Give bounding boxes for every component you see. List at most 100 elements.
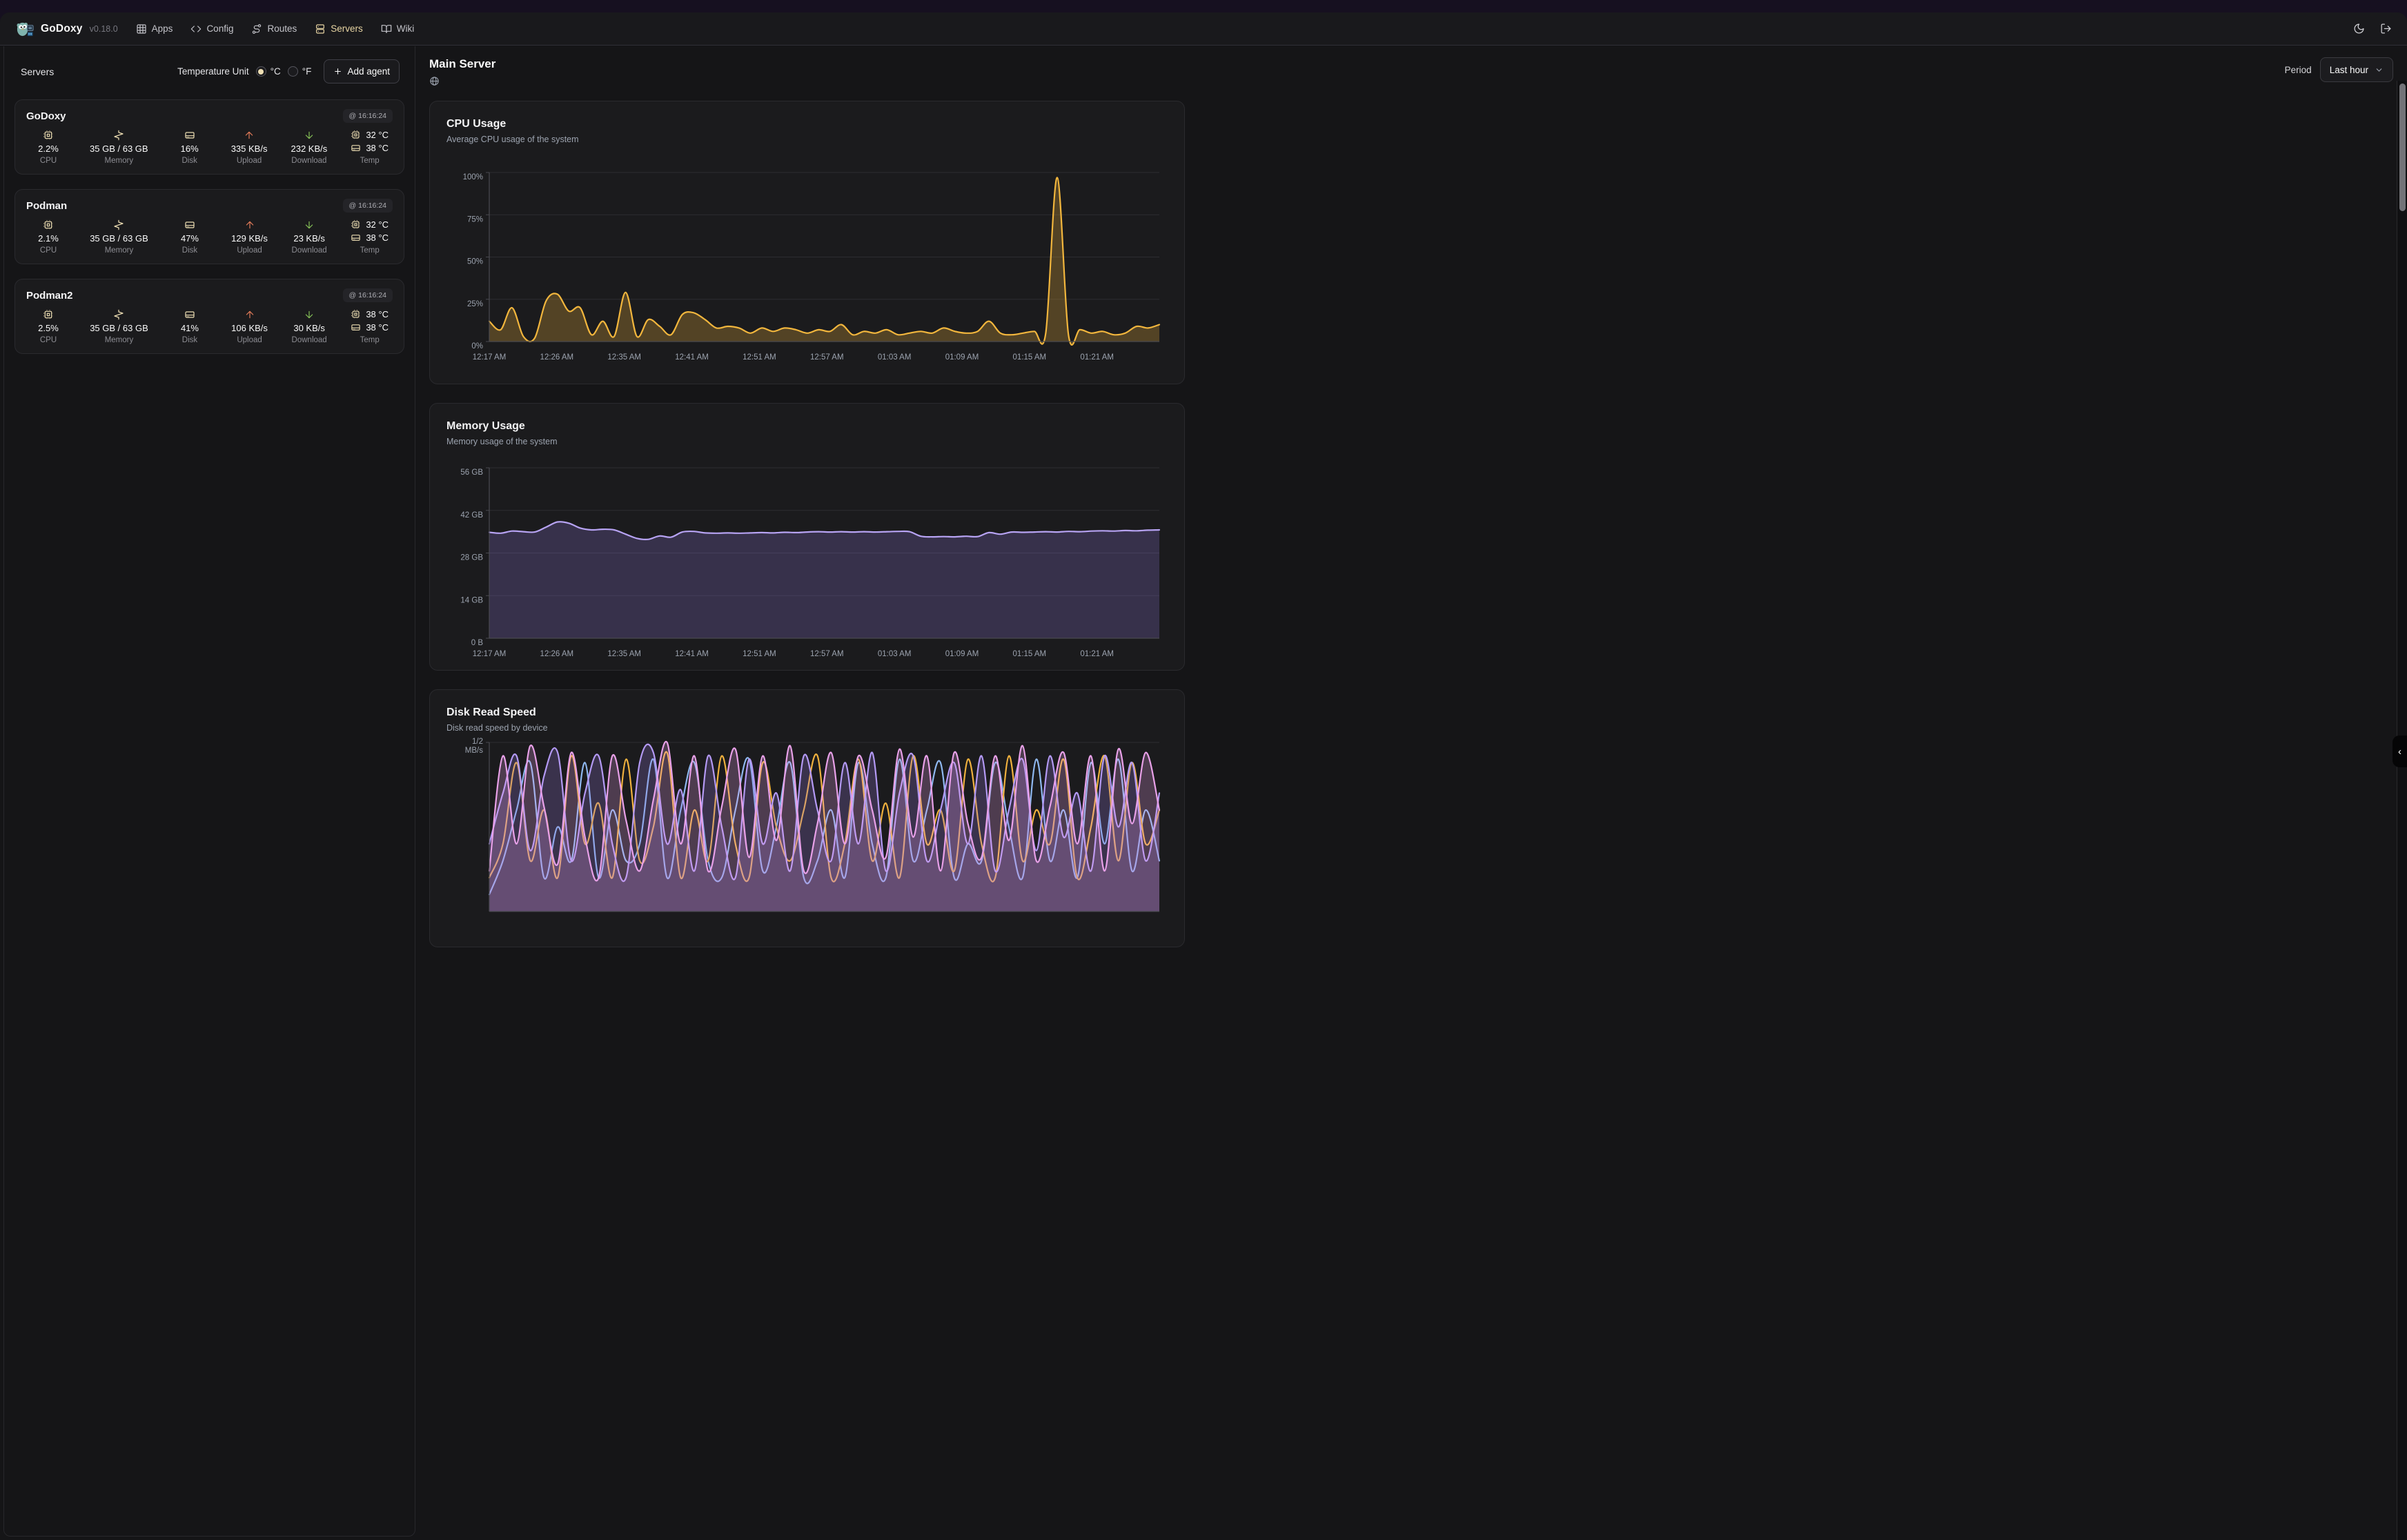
svg-text:75%: 75% [467, 215, 483, 224]
memory-label: Memory [104, 157, 134, 165]
godoxy-logo [17, 22, 34, 37]
download-stat: 232 KB/s Download [291, 130, 327, 165]
chart-title: Memory Usage [446, 420, 525, 432]
hard-drive-icon [351, 235, 361, 241]
server-icon [316, 23, 325, 34]
cpu-stat: 2.1% CPU [30, 219, 66, 255]
book-icon [381, 24, 392, 33]
svg-text:100%: 100% [463, 173, 483, 181]
disk-read-speed-card: Disk Read Speed Disk read speed by devic… [429, 689, 1185, 947]
app-window: GoDoxy v0.18.0 Apps Config Routes Server… [0, 12, 2407, 1540]
cpu-chip-icon [351, 220, 361, 229]
upload-stat: 129 KB/s Upload [231, 219, 268, 255]
cpu-temp-value: 32 °C [366, 219, 389, 230]
server-card-podman2[interactable]: Podman2 @ 16:16:24 2.5% CPU 35 GB / 63 G… [14, 279, 404, 354]
main-header: Main Server Period Last hour [429, 57, 2399, 90]
celsius-radio-option[interactable]: °C [255, 66, 281, 77]
celsius-label: °C [270, 66, 281, 77]
svg-text:01:09 AM: 01:09 AM [945, 650, 979, 658]
add-agent-button[interactable]: Add agent [324, 59, 400, 83]
upload-stat: 106 KB/s Upload [231, 309, 268, 344]
arrow-down-icon [305, 131, 313, 139]
period-value: Last hour [2329, 64, 2368, 75]
server-name: GoDoxy [26, 110, 66, 122]
nav-item-apps[interactable]: Apps [136, 23, 173, 34]
arrow-down-icon [305, 310, 313, 319]
download-label: Download [291, 246, 327, 255]
fahrenheit-radio-option[interactable]: °F [287, 66, 311, 77]
nav-item-wiki[interactable]: Wiki [381, 23, 414, 34]
dark-mode-toggle[interactable] [2353, 23, 2365, 34]
sidebar-title: Servers [21, 66, 55, 77]
sidebar-header: Servers Temperature Unit °C °F Add agent [10, 55, 409, 85]
memory-label: Memory [104, 246, 134, 255]
memory-value: 35 GB / 63 GB [90, 233, 148, 244]
temperature-unit-group: Temperature Unit °C °F [177, 66, 311, 77]
server-card-godoxy[interactable]: GoDoxy @ 16:16:24 2.2% CPU 35 GB / 63 GB… [14, 99, 404, 175]
cpu-label: CPU [39, 157, 57, 165]
upload-value: 335 KB/s [230, 144, 268, 154]
hard-drive-icon [185, 132, 195, 139]
server-name: Podman2 [26, 289, 73, 302]
chart-subtitle: Disk read speed by device [446, 723, 548, 733]
server-timestamp-badge: @ 16:16:24 [342, 109, 393, 123]
chart-subtitle: Average CPU usage of the system [446, 135, 579, 144]
server-stats: 2.2% CPU 35 GB / 63 GB Memory 16% Disk [26, 130, 393, 165]
upload-label: Upload [236, 157, 262, 165]
period-control: Period Last hour [2285, 57, 2393, 82]
cpu-stat: 2.2% CPU [30, 130, 66, 165]
upload-value: 129 KB/s [231, 233, 268, 244]
servers-sidebar: Servers Temperature Unit °C °F Add agent [3, 46, 415, 1537]
chart-subtitle: Memory usage of the system [446, 437, 558, 446]
scrollbar-thumb[interactable] [2399, 83, 2406, 211]
cpu-value: 2.5% [38, 323, 59, 333]
top-nav: GoDoxy v0.18.0 Apps Config Routes Server… [0, 12, 2407, 46]
cpu-label: CPU [39, 246, 57, 255]
cpu-chip-icon [43, 130, 53, 140]
svg-text:12:35 AM: 12:35 AM [607, 650, 641, 658]
svg-text:1/2MB/s: 1/2 MB/s [465, 738, 483, 755]
vertical-scrollbar[interactable] [2397, 81, 2407, 1540]
nav-item-config[interactable]: Config [190, 23, 233, 34]
memory-stat: 35 GB / 63 GB Memory [90, 130, 148, 165]
download-label: Download [291, 336, 327, 344]
svg-text:12:41 AM: 12:41 AM [675, 650, 709, 658]
nav-item-servers[interactable]: Servers [315, 23, 363, 34]
download-stat: 30 KB/s Download [291, 309, 327, 344]
temperature-unit-label: Temperature Unit [177, 66, 249, 77]
period-select[interactable]: Last hour [2319, 57, 2393, 82]
nav-right [2353, 23, 2392, 34]
code-icon [191, 25, 202, 32]
cpu-temp-value: 38 °C [366, 309, 389, 319]
svg-text:0 B: 0 B [471, 639, 484, 647]
activity-icon [114, 219, 124, 230]
radio-unselected-icon[interactable] [287, 66, 298, 77]
nav-item-routes[interactable]: Routes [251, 23, 297, 34]
disk-label: Disk [181, 336, 198, 344]
svg-text:12:57 AM: 12:57 AM [810, 353, 844, 362]
brand-version: v0.18.0 [89, 23, 118, 34]
temp-stat: 32 °C 38 °C Temp [351, 219, 389, 255]
upload-stat: 335 KB/s Upload [230, 130, 268, 165]
logout-icon [2381, 23, 2391, 34]
temp-stat: 32 °C 38 °C Temp [351, 130, 389, 165]
server-card-podman[interactable]: Podman @ 16:16:24 2.1% CPU 35 GB / 63 GB… [14, 189, 404, 264]
temp-label: Temp [360, 157, 380, 165]
nav-item-label: Apps [151, 23, 173, 34]
cpu-chip-icon [351, 130, 361, 139]
radio-selected-icon[interactable] [255, 66, 266, 77]
cpu-temp-value: 32 °C [366, 130, 389, 140]
memory-value: 35 GB / 63 GB [90, 323, 148, 333]
arrow-up-icon [246, 221, 253, 229]
cpu-value: 2.2% [38, 144, 59, 154]
logout-button[interactable] [2380, 23, 2392, 34]
svg-text:56 GB: 56 GB [460, 468, 483, 477]
svg-text:12:51 AM: 12:51 AM [743, 650, 776, 658]
nav-item-label: Config [206, 23, 234, 34]
hard-drive-icon [185, 221, 195, 228]
cpu-value: 2.1% [38, 233, 59, 244]
collapse-drawer-handle[interactable]: ‹ [2393, 736, 2407, 767]
arrow-down-icon [305, 221, 313, 229]
hard-drive-icon [185, 311, 195, 318]
download-label: Download [291, 157, 327, 165]
